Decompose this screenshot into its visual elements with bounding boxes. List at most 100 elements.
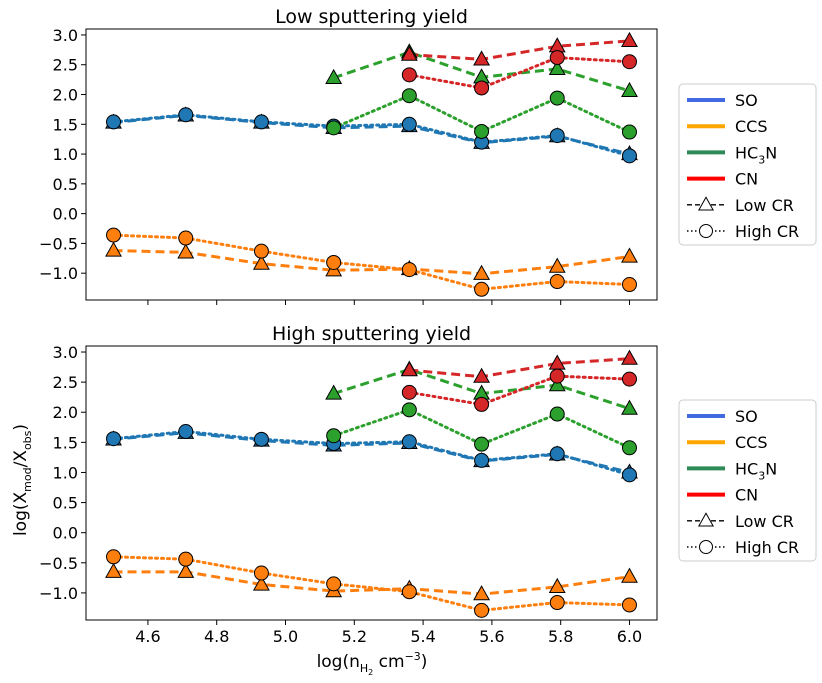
legend-circle-marker [699, 540, 713, 554]
y-tick-label: 0.0 [53, 205, 78, 224]
x-tick-label: 6.0 [617, 627, 642, 646]
marker-circle [549, 446, 565, 462]
marker-circle [549, 406, 565, 422]
marker-circle [621, 54, 637, 70]
marker-circle [401, 584, 417, 600]
marker-circle [253, 431, 269, 447]
x-tick-label: 5.0 [273, 627, 298, 646]
marker-triangle [621, 399, 638, 415]
marker-circle [106, 431, 122, 447]
marker-triangle [473, 264, 491, 280]
series-line-ccs-high-cr [112, 233, 631, 291]
y-tick-label: 3.0 [53, 26, 78, 45]
bottom-legend: SO CCS HC3N CN Low CR High CR [678, 399, 817, 562]
plot-frame [85, 28, 658, 301]
series-line-ccs-low-cr [113, 249, 630, 276]
chart-title: Low sputtering yield [275, 6, 468, 28]
x-tick-label: 5.4 [410, 627, 435, 646]
marker-circle [178, 107, 194, 123]
series-line-so-high-cr [112, 113, 631, 158]
y-tick-label: 2.5 [53, 373, 78, 392]
marker-triangle [252, 575, 270, 591]
marker-circle [621, 371, 637, 387]
legend-label: CN [735, 170, 758, 189]
marker-triangle [621, 349, 638, 365]
marker-circle [178, 551, 194, 567]
legend-label: CCS [735, 433, 768, 452]
bottom-panel: High sputtering yield 4.6 4.8 5.0 5.2 5.4 5.6 5… [39, 323, 658, 646]
marker-triangle [252, 254, 270, 270]
marker-circle [253, 114, 269, 130]
marker-circle [474, 80, 490, 96]
marker-circle [549, 90, 565, 106]
legend-triangle-marker [698, 512, 714, 527]
marker-circle [401, 434, 417, 450]
marker-circle [549, 274, 565, 290]
x-tick-label: 4.8 [204, 627, 229, 646]
series-line-cn-high-cr [407, 56, 631, 90]
marker-triangle [621, 567, 638, 583]
marker-triangle [621, 31, 638, 48]
marker-triangle [325, 384, 343, 400]
marker-circle [106, 114, 122, 130]
legend-label: High CR [735, 222, 799, 241]
top-legend: SO CCS HC3N CN Low CR High CR [678, 83, 817, 246]
marker-circle [106, 549, 122, 565]
x-tick-label: 5.8 [548, 627, 573, 646]
marker-circle [621, 467, 637, 483]
marker-circle [401, 116, 417, 132]
marker-circle [253, 565, 269, 581]
series-line-so-high-cr [112, 430, 631, 477]
marker-circle [621, 277, 637, 293]
marker-triangle [548, 376, 566, 392]
marker-circle [401, 402, 417, 418]
marker-triangle [105, 241, 122, 257]
y-tick-label: 2.5 [53, 56, 78, 75]
marker-circle [401, 88, 417, 104]
legend-label: SO [735, 407, 758, 426]
marker-circle [326, 428, 342, 444]
marker-triangle [621, 247, 638, 263]
marker-circle [178, 230, 194, 246]
marker-circle [326, 576, 342, 592]
y-tick-label: −0.5 [39, 554, 78, 573]
y-tick-label: 1.0 [53, 145, 78, 164]
legend-label: HC3N [735, 143, 777, 166]
marker-circle [549, 595, 565, 611]
x-tick-label: 4.6 [135, 627, 160, 646]
marker-circle [621, 597, 637, 613]
marker-circle [474, 602, 490, 618]
marker-circle [549, 50, 565, 66]
marker-circle [621, 148, 637, 164]
y-tick-label: 3.0 [53, 343, 78, 362]
x-axis-label: log(nH2 cm−3) [317, 650, 428, 677]
marker-triangle [177, 243, 195, 259]
marker-triangle [177, 562, 195, 578]
marker-circle [621, 440, 637, 456]
marker-circle [474, 281, 490, 297]
marker-triangle [400, 361, 418, 377]
marker-circle [401, 262, 417, 278]
marker-circle [326, 254, 342, 270]
marker-triangle [548, 59, 566, 76]
y-tick-label: 0.0 [53, 524, 78, 543]
marker-circle [549, 368, 565, 384]
y-tick-label: −1.0 [39, 584, 78, 603]
marker-triangle [473, 50, 491, 66]
marker-triangle [105, 562, 122, 578]
y-tick-label: 2.0 [53, 86, 78, 105]
top-panel: Low sputtering yield 3.0 2.5 2.0 1.5 1.0 0.5 0.… [39, 6, 658, 305]
marker-triangle [473, 367, 491, 383]
x-tick-label: 5.2 [342, 627, 367, 646]
marker-circle [549, 128, 565, 144]
marker-triangle [325, 68, 343, 84]
y-tick-label: 1.5 [53, 433, 78, 452]
plot-frame [85, 345, 658, 621]
marker-triangle [548, 577, 566, 593]
marker-circle [621, 124, 637, 140]
legend-label: SO [735, 91, 758, 110]
marker-circle [474, 436, 490, 452]
marker-triangle [473, 585, 491, 601]
marker-triangle [621, 81, 638, 98]
